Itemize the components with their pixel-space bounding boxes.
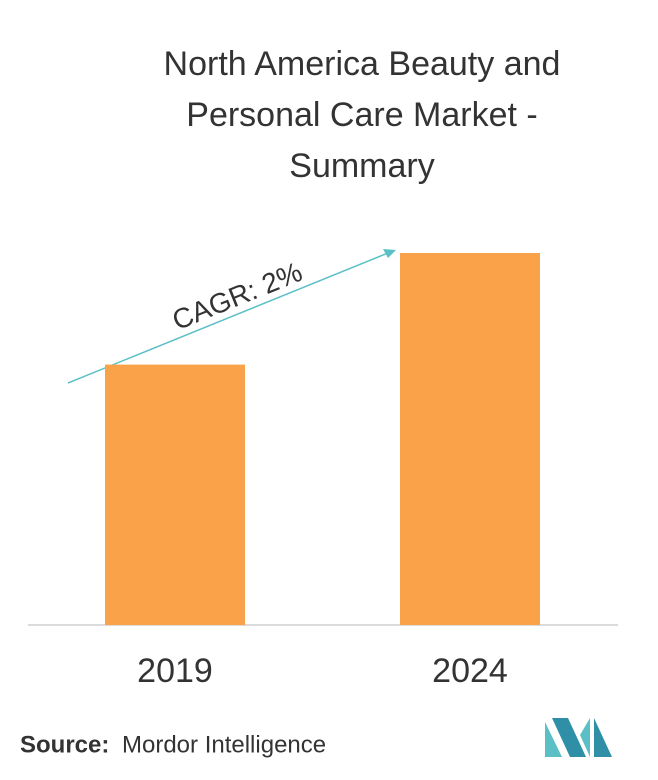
cagr-arrow: [67, 252, 389, 384]
bar: [105, 364, 245, 625]
x-tick-label: 2024: [432, 652, 508, 690]
chart-title: Personal Care Market -: [186, 96, 537, 134]
logo: [545, 718, 612, 757]
source: Mordor Intelligence: [122, 731, 326, 758]
arrow-head: [383, 249, 396, 258]
bar: [400, 253, 540, 625]
chart-title: North America Beauty and: [164, 45, 561, 83]
chart-title: Summary: [289, 147, 434, 185]
cagr-annotation: CAGR: 2%: [168, 256, 307, 336]
source-label: Source:: [20, 731, 109, 758]
x-tick-label: 2019: [137, 652, 213, 690]
